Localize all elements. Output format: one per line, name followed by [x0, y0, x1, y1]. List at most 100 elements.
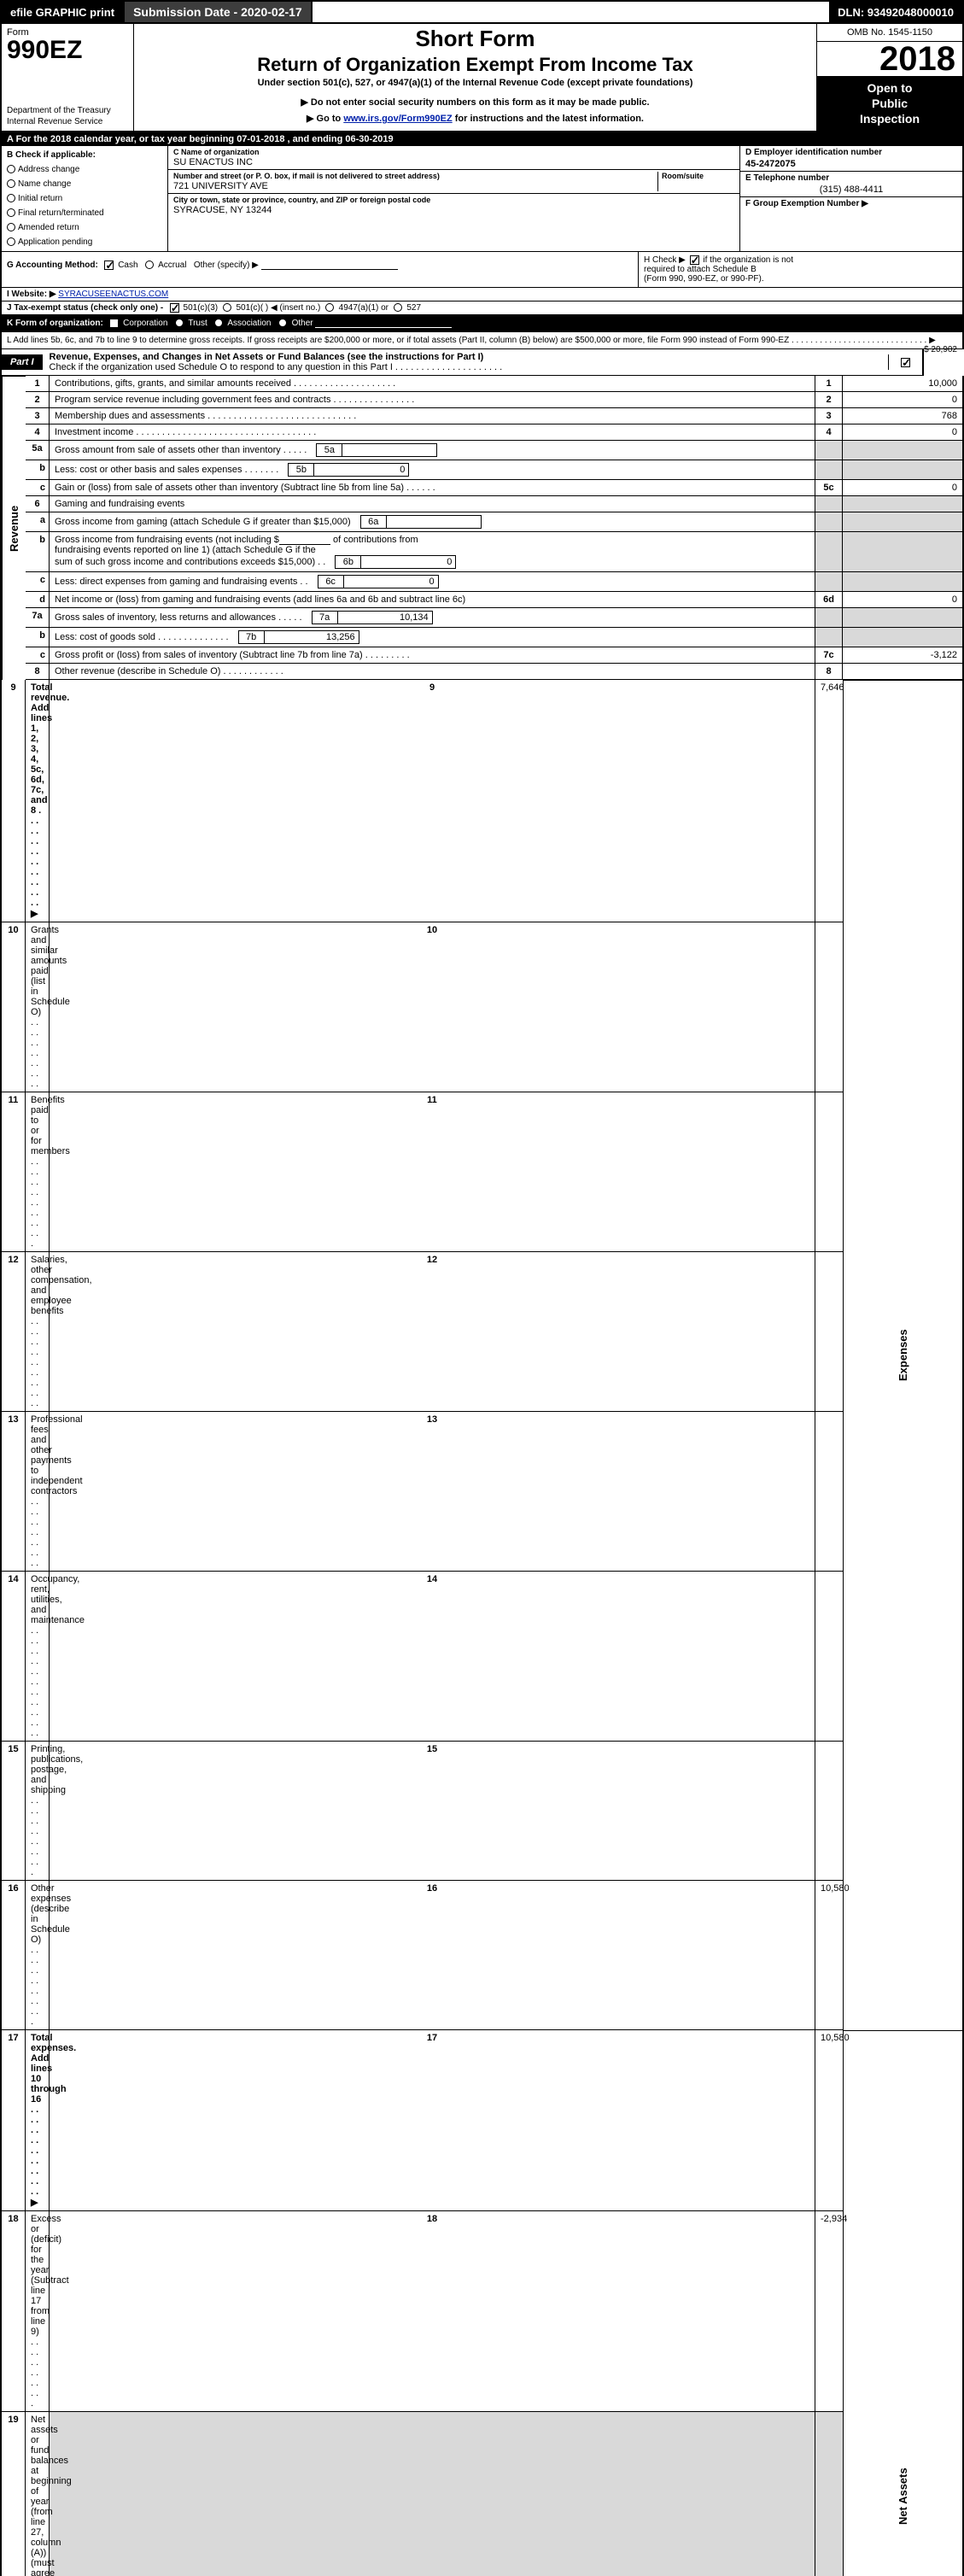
radio-initial-return[interactable] — [7, 194, 15, 202]
line-no: 18 — [2, 2211, 26, 2412]
line-desc: Membership dues and assessments . . . . … — [50, 408, 815, 424]
radio-501c[interactable] — [223, 303, 231, 312]
line-desc: Investment income . . . . . . . . . . . … — [50, 424, 815, 441]
radio-4947[interactable] — [325, 303, 334, 312]
line-desc: Gross sales of inventory, less returns a… — [50, 608, 815, 628]
line-val-shade — [843, 628, 962, 647]
line-desc: Professional fees and other payments to … — [26, 1412, 50, 1572]
line-col: 11 — [50, 1092, 815, 1252]
efile-print-button[interactable]: efile GRAPHIC print — [2, 2, 123, 22]
radio-amended-return[interactable] — [7, 223, 15, 231]
inner-box-7b: 7b13,256 — [238, 630, 359, 644]
line-desc: Less: cost of goods sold . . . . . . . .… — [50, 628, 815, 647]
line-col: 12 — [50, 1252, 815, 1412]
line-desc: Excess or (deficit) for the year (Subtra… — [26, 2211, 50, 2412]
box-i: I Website: ▶ SYRACUSEENACTUS.COM — [0, 288, 964, 302]
line-col: 6d — [815, 592, 843, 608]
line-col: 5c — [815, 480, 843, 496]
radio-trust[interactable] — [175, 319, 184, 327]
inner-box-5a: 5a — [316, 443, 437, 457]
line-desc: Other revenue (describe in Schedule O) .… — [50, 664, 815, 680]
radio-association[interactable] — [214, 319, 223, 327]
line-col: 17 — [50, 2030, 815, 2211]
line-val-shade — [843, 572, 962, 592]
topbar: efile GRAPHIC print Submission Date - 20… — [0, 0, 964, 24]
line-val — [815, 1742, 843, 1881]
line-val-shade — [843, 441, 962, 460]
expenses-side-label: Expenses — [843, 680, 962, 2030]
line-val: 10,580 — [815, 1881, 843, 2030]
line-desc: Net income or (loss) from gaming and fun… — [50, 592, 815, 608]
header-right: OMB No. 1545-1150 2018 Open to Public In… — [817, 24, 962, 131]
label-org-name: C Name of organization — [173, 148, 260, 156]
box-f: F Group Exemption Number ▶ — [740, 197, 962, 210]
line-col: 10 — [50, 922, 815, 1092]
radio-other-org[interactable] — [278, 319, 287, 327]
line-col-shade — [50, 2412, 815, 2576]
city-state-zip: SYRACUSE, NY 13244 — [173, 205, 272, 215]
label-room: Room/suite — [662, 172, 704, 180]
line-val: 0 — [843, 480, 962, 496]
line-val: -3,122 — [843, 647, 962, 664]
label-telephone: E Telephone number — [745, 173, 829, 183]
box-k: K Form of organization: Corporation Trus… — [0, 315, 964, 332]
label-group-exemption: F Group Exemption Number ▶ — [745, 199, 868, 208]
line-no: 4 — [26, 424, 50, 441]
line-col: 16 — [50, 1881, 815, 2030]
tax-period-bar: A For the 2018 calendar year, or tax yea… — [0, 132, 964, 146]
title-subtitle: Under section 501(c), 527, or 4947(a)(1)… — [141, 78, 809, 88]
line-desc: Benefits paid to or for members . . . . … — [26, 1092, 50, 1252]
checkbox-501c3[interactable] — [170, 303, 179, 313]
line-val-shade — [843, 460, 962, 480]
revenue-side-label: Revenue — [2, 376, 26, 680]
line-val-shade — [843, 496, 962, 512]
radio-527[interactable] — [394, 303, 402, 312]
checkbox-schedule-o-used[interactable] — [901, 358, 910, 367]
line-no: b — [26, 460, 50, 480]
line-no: c — [26, 647, 50, 664]
line-desc: Less: cost or other basis and sales expe… — [50, 460, 815, 480]
checkbox-corporation[interactable] — [109, 319, 119, 328]
line-val — [815, 1092, 843, 1252]
line-desc: Gross amount from sale of assets other t… — [50, 441, 815, 460]
submission-date-button[interactable]: Submission Date - 2020-02-17 — [123, 2, 313, 22]
line-desc: Gross profit or (loss) from sales of inv… — [50, 647, 815, 664]
title-main: Return of Organization Exempt From Incom… — [141, 54, 809, 76]
line-no: 7a — [26, 608, 50, 628]
inner-box-6c: 6c0 — [318, 575, 439, 588]
checkbox-schedule-b-not-required[interactable] — [690, 255, 699, 265]
entity-info-grid: B Check if applicable: Address change Na… — [0, 146, 964, 252]
goto-instructions: ▶ Go to www.irs.gov/Form990EZ for instru… — [141, 113, 809, 124]
line-no: 15 — [2, 1742, 26, 1881]
line-val-shade — [843, 512, 962, 532]
checkbox-cash[interactable] — [104, 261, 114, 270]
website-link[interactable]: SYRACUSEENACTUS.COM — [58, 290, 168, 299]
line-col: 9 — [50, 680, 815, 922]
irs-link[interactable]: www.irs.gov/Form990EZ — [343, 114, 452, 124]
inner-box-7a: 7a10,134 — [312, 611, 433, 624]
radio-name-change[interactable] — [7, 179, 15, 188]
line-val: 7,646 — [815, 680, 843, 922]
dept-treasury: Department of the Treasury Internal Reve… — [7, 105, 128, 127]
line-col: 1 — [815, 376, 843, 392]
line-col-shade — [815, 512, 843, 532]
radio-application-pending[interactable] — [7, 237, 15, 246]
radio-address-change[interactable] — [7, 165, 15, 173]
line-no: 1 — [26, 376, 50, 392]
line-col: 3 — [815, 408, 843, 424]
box-h: H Check ▶ if the organization is not req… — [638, 252, 962, 287]
line-no: d — [26, 592, 50, 608]
line-col: 15 — [50, 1742, 815, 1881]
line-val: 768 — [843, 408, 962, 424]
line-col-shade — [815, 628, 843, 647]
other-specify-input[interactable] — [261, 269, 398, 270]
public-inspection: Open to Public Inspection — [817, 77, 962, 131]
street-address: 721 UNIVERSITY AVE — [173, 181, 268, 191]
line-val — [843, 664, 962, 680]
radio-final-return[interactable] — [7, 208, 15, 217]
box-d: D Employer identification number 45-2472… — [740, 146, 962, 172]
radio-accrual[interactable] — [145, 261, 154, 269]
box-l: L Add lines 5b, 6c, and 7b to line 9 to … — [0, 332, 964, 349]
line-no: 13 — [2, 1412, 26, 1572]
line-col-shade — [815, 460, 843, 480]
